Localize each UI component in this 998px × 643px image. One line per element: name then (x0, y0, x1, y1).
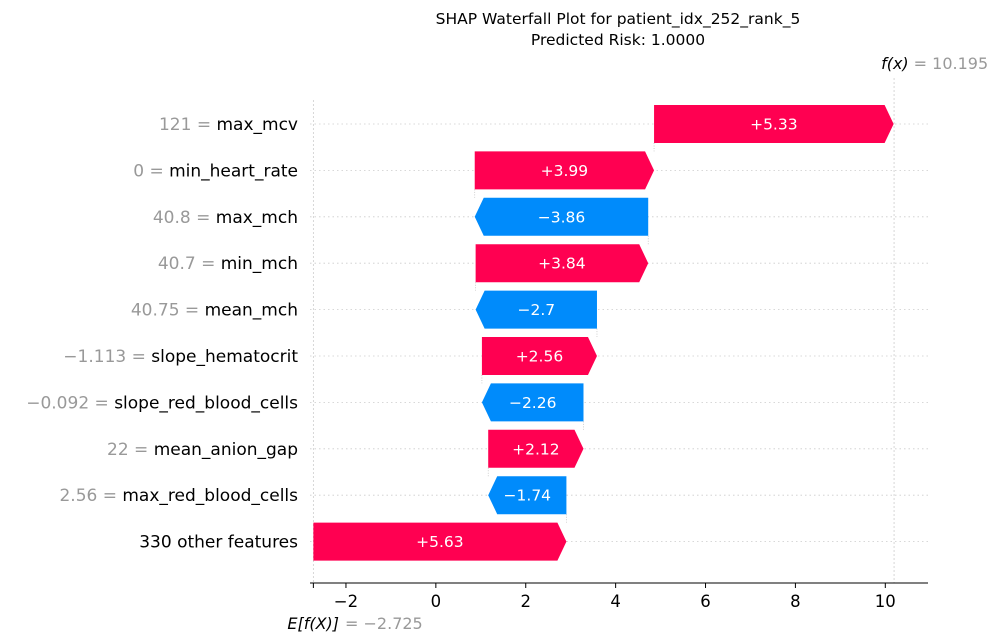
feature-value: 0 = (133, 161, 163, 181)
feature-label: 40.75 = mean_mch (131, 301, 298, 321)
feature-name: min_mch (221, 254, 298, 274)
waterfall-bar (481, 383, 584, 422)
final-value-label: f(x) (881, 54, 909, 73)
feature-value: −1.113 = (63, 347, 146, 367)
feature-label: 22 = mean_anion_gap (107, 440, 298, 460)
base-value-label: E[f(X)] (287, 614, 339, 633)
waterfall-bar (474, 197, 649, 236)
x-tick-label: 10 (875, 592, 896, 611)
final-value-text: = 10.195 (914, 54, 988, 73)
feature-name: mean_anion_gap (154, 440, 298, 460)
bar-value-label: +5.33 (750, 116, 798, 134)
bar-value-label: −2.7 (517, 301, 555, 319)
feature-label: −0.092 = slope_red_blood_cells (26, 393, 298, 413)
feature-value: 40.75 = (131, 301, 199, 321)
feature-name: max_mch (216, 208, 298, 228)
feature-name: 330 other features (139, 533, 298, 553)
chart-subtitle: Predicted Risk: 1.0000 (531, 31, 705, 49)
waterfall-bar (488, 476, 567, 515)
waterfall-bar (481, 337, 597, 375)
x-axis: −2 0 2 4 6 8 10 (310, 582, 928, 611)
bar-value-label: +2.56 (516, 348, 564, 366)
feature-value: 40.7 = (158, 254, 216, 274)
bar-value-label: +3.84 (538, 255, 586, 273)
base-value-text: = −2.725 (345, 614, 423, 633)
feature-name: slope_red_blood_cells (114, 393, 298, 413)
grid-layer (310, 78, 928, 583)
feature-value: 2.56 = (59, 486, 117, 506)
bar-value-label: −1.74 (504, 487, 552, 505)
feature-label: 40.8 = max_mch (153, 208, 298, 228)
bar-value-label: −2.26 (509, 394, 557, 412)
feature-label: 330 other features (139, 533, 298, 553)
feature-label: 0 = min_heart_rate (133, 161, 298, 181)
waterfall-bar (654, 105, 894, 143)
waterfall-bar (475, 244, 649, 283)
feature-label: 40.7 = min_mch (158, 254, 298, 274)
feature-name: mean_mch (205, 301, 298, 321)
feature-label: 2.56 = max_red_blood_cells (59, 486, 298, 506)
waterfall-bar (474, 151, 655, 190)
feature-name: slope_hematocrit (151, 347, 298, 367)
base-value-annotation: E[f(X)] = −2.725 (287, 614, 422, 633)
x-tick-label: −2 (334, 592, 358, 611)
bar-value-label: −3.86 (538, 208, 586, 226)
feature-value: 121 = (159, 115, 211, 135)
feature-value: 40.8 = (153, 208, 211, 228)
chart-title: SHAP Waterfall Plot for patient_idx_252_… (436, 10, 801, 29)
bar-value-label: +2.12 (512, 440, 560, 458)
bar-value-label: +3.99 (541, 162, 589, 180)
feature-name: max_red_blood_cells (122, 486, 298, 506)
labels-layer: +5.33 121 = max_mcv +3.99 0 = min_heart_rat… (26, 115, 797, 553)
x-tick-label: 4 (610, 592, 621, 611)
x-tick-label: 2 (520, 592, 531, 611)
bars-layer (313, 105, 894, 561)
x-tick-label: 6 (700, 592, 711, 611)
waterfall-bar (475, 290, 597, 329)
feature-name: max_mcv (216, 115, 298, 135)
waterfall-bar (488, 429, 584, 468)
feature-value: −0.092 = (26, 393, 109, 413)
waterfall-bar (313, 522, 567, 561)
final-value-annotation: f(x) = 10.195 (881, 54, 988, 73)
feature-value: 22 = (107, 440, 148, 460)
feature-name: min_heart_rate (169, 161, 298, 181)
bar-value-label: +5.63 (416, 533, 464, 551)
x-tick-label: 0 (431, 592, 442, 611)
feature-label: 121 = max_mcv (159, 115, 298, 135)
annotations: E[f(X)] = −2.725 f(x) = 10.195 (287, 54, 988, 633)
x-tick-label: 8 (790, 592, 801, 611)
feature-label: −1.113 = slope_hematocrit (63, 347, 298, 367)
